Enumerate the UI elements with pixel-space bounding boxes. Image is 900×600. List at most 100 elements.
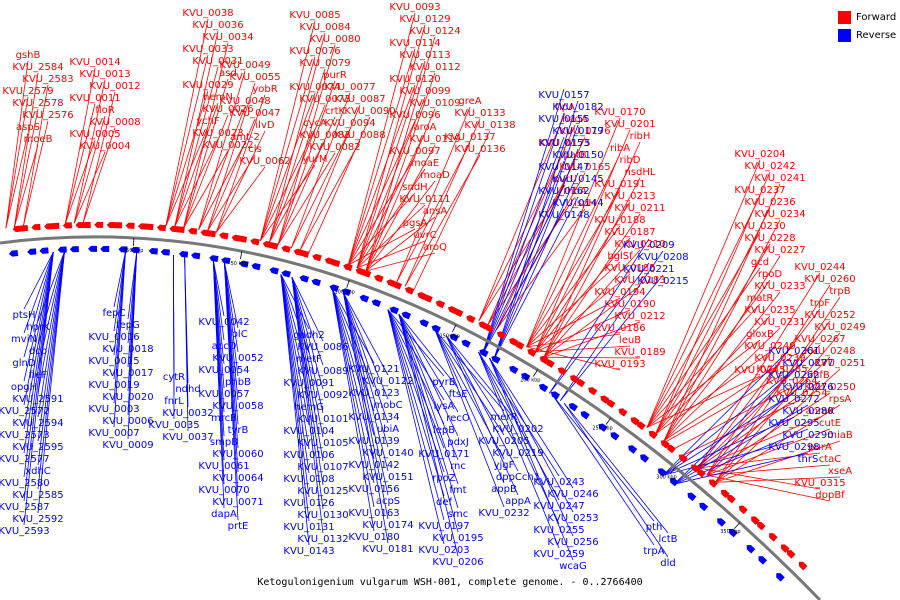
reverse-gene-label: KVU_0015 [88, 356, 139, 367]
reverse-label-line [398, 313, 459, 389]
forward-label-line [543, 321, 641, 358]
reverse-gene-block [479, 349, 489, 358]
reverse-label-line [559, 250, 664, 401]
reverse-label-line [398, 313, 459, 461]
reverse-gene-label: KVU_2580 [0, 478, 50, 489]
forward-label-line [665, 374, 783, 443]
forward-gene-block [576, 378, 586, 388]
reverse-gene-label: KVU_0123 [348, 388, 399, 399]
reverse-gene-label: KVU_0276 [782, 382, 833, 393]
reverse-gene-block [776, 573, 785, 582]
forward-label-line [543, 285, 641, 358]
forward-label-line [268, 140, 326, 243]
forward-gene-label: KVU_0124 [409, 26, 460, 37]
reverse-label-line [212, 260, 225, 509]
reverse-gene-label: appB [491, 484, 517, 495]
reverse-label-line [291, 277, 324, 438]
reverse-label-line [673, 356, 809, 485]
forward-gene-label: KVU_0315 [794, 478, 845, 489]
forward-gene-block [515, 341, 525, 350]
reverse-label-line [291, 277, 324, 414]
reverse-gene-label: KVU_0148 [538, 210, 589, 221]
reverse-swatch [838, 28, 851, 42]
forward-gene-label: KVU_0228 [744, 233, 795, 244]
reverse-label-line [332, 289, 375, 460]
forward-label-line [13, 72, 39, 228]
forward-gene-label: KVU_0211 [614, 203, 665, 214]
forward-label-line [356, 24, 426, 269]
reverse-gene-label: KVU_0131 [283, 522, 334, 533]
reverse-gene-label: KVU_0052 [212, 353, 263, 364]
reverse-gene-label: KVU_0018 [102, 344, 153, 355]
forward-swatch [838, 10, 851, 24]
forward-gene-label: KVU_0096 [389, 110, 440, 121]
reverse-gene-label: tyrB [228, 425, 249, 436]
forward-label-line [268, 32, 326, 243]
reverse-label-line [478, 351, 560, 477]
reverse-gene-block [178, 250, 189, 258]
forward-gene-label: KVU_0034 [202, 32, 253, 43]
forward-gene-block [588, 387, 598, 396]
reverse-gene-block [539, 383, 549, 393]
forward-gene-block [798, 561, 808, 571]
forward-gene-label: KVU_0242 [744, 161, 795, 172]
reverse-gene-label: pth [646, 522, 663, 533]
forward-label-line [543, 177, 641, 358]
reverse-label-line [332, 289, 375, 484]
reverse-gene-label: KVU_0208 [637, 252, 688, 263]
reverse-label-line [387, 309, 445, 521]
forward-gene-label: KVU_0076 [289, 46, 340, 57]
forward-label-line [215, 94, 266, 233]
forward-gene-block [374, 274, 384, 283]
forward-label-line [396, 106, 471, 283]
reverse-gene-label: lepB [433, 425, 455, 436]
reverse-label-line [291, 277, 324, 366]
reverse-gene-label: KVU_0086 [297, 342, 348, 353]
reverse-label-line [212, 260, 225, 317]
reverse-gene-label: KVU_0054 [198, 365, 249, 376]
reverse-label-line [563, 402, 669, 534]
forward-label-line [260, 128, 316, 241]
forward-gene-block [125, 222, 135, 229]
forward-gene-block [62, 222, 73, 229]
reverse-gene-label: KVU_2573 [0, 430, 50, 441]
forward-gene-label: KVU_0233 [754, 281, 805, 292]
forward-gene-block [666, 444, 676, 454]
reverse-gene-label: merR [491, 412, 518, 423]
forward-label-line [356, 132, 426, 269]
reverse-gene-label: fnrL [164, 396, 184, 407]
forward-gene-label: KVU_0005 [69, 129, 120, 140]
forward-label-line [526, 153, 621, 348]
reverse-gene-label: smpB [210, 437, 238, 448]
reverse-gene-label: KVU_2587 [0, 502, 50, 513]
forward-label-line [646, 267, 761, 428]
reverse-gene-label: KVU_0261 [768, 346, 819, 357]
forward-label-line [277, 44, 336, 245]
reverse-label-line [332, 289, 375, 412]
reverse-gene-label: ndhd [175, 384, 200, 395]
forward-label-line [365, 180, 436, 272]
reverse-label-line [23, 252, 54, 502]
forward-gene-label: KVU_0120 [389, 74, 440, 85]
forward-label-line [64, 67, 96, 224]
reverse-label-line [280, 274, 310, 426]
forward-gene-label: KVU_0097 [389, 146, 440, 157]
forward-label-line [706, 428, 831, 476]
forward-gene-label: KVU_2579 [2, 86, 53, 97]
forward-label-line [13, 108, 39, 228]
reverse-label-line [387, 309, 445, 449]
forward-gene-block [75, 222, 85, 229]
legend-forward: Forward [838, 8, 896, 26]
reverse-gene-label: cytR [163, 372, 185, 383]
forward-label-line [646, 231, 761, 428]
forward-label-line [714, 296, 841, 483]
forward-gene-label: ispH [574, 198, 596, 209]
reverse-label-line [387, 309, 445, 545]
forward-label-line [646, 339, 761, 428]
forward-gene-label: KVU_0175 [539, 138, 590, 149]
forward-gene-label: moaE [411, 158, 439, 169]
forward-gene-label: KVU_0011 [69, 93, 120, 104]
reverse-gene-block [640, 454, 650, 463]
reverse-gene-label: thrS [798, 454, 819, 465]
forward-gene-block [268, 242, 279, 250]
